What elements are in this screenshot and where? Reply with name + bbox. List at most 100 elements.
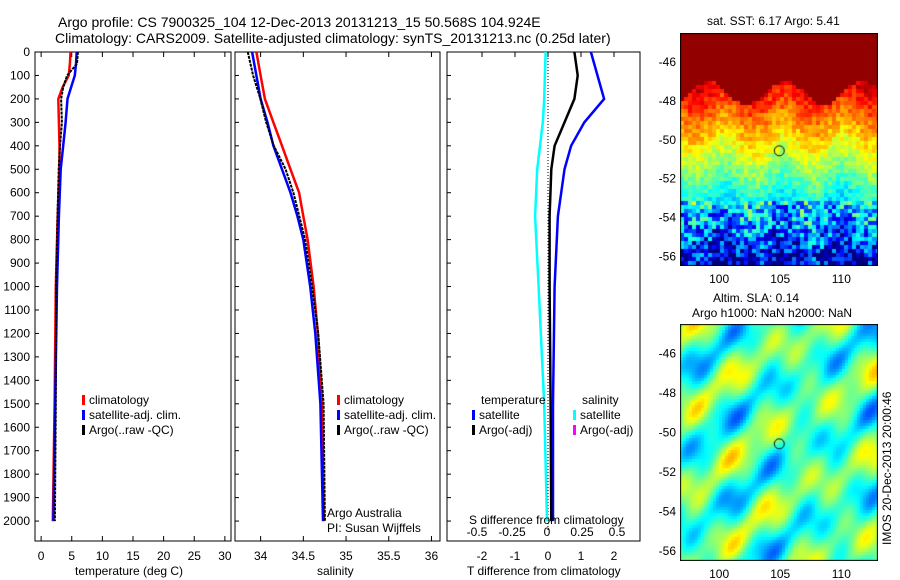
depth-tick-label: 200 — [10, 92, 30, 106]
legend-swatch-climatology — [82, 395, 85, 405]
map-lon-label: 105 — [770, 567, 790, 580]
sst-map-title: sat. SST: 6.17 Argo: 5.41 — [707, 14, 840, 28]
sst-map — [680, 33, 878, 266]
legend-swatch-s-argo — [573, 425, 576, 435]
legend-swatch-climatology — [337, 395, 340, 405]
legend-title: salinity — [582, 393, 619, 407]
depth-tick-label: 1400 — [3, 373, 30, 387]
x2-tick-label: 0.25 — [570, 525, 594, 539]
legend-label: Argo(..raw -QC) — [89, 423, 174, 437]
depth-tick-label: 1300 — [3, 350, 30, 364]
map-lon-label: 100 — [709, 567, 729, 580]
map-lon-label: 110 — [832, 272, 851, 286]
legend-swatch-satellite — [82, 410, 85, 420]
legend-label: satellite-adj. clim. — [344, 408, 437, 422]
depth-tick-label: 500 — [10, 162, 30, 176]
figure-title-line1: Argo profile: CS 7900325_104 12-Dec-2013… — [58, 14, 541, 30]
legend-title: temperature — [481, 393, 546, 407]
x-tick-label: 25 — [188, 549, 202, 563]
map-lat-label: -50 — [659, 426, 677, 440]
map-lat-label: -56 — [659, 544, 677, 558]
sla-map-title2: Argo h1000: NaN h2000: NaN — [692, 306, 853, 320]
x-tick-label: 2 — [611, 549, 618, 563]
map-lat-label: -46 — [659, 55, 677, 69]
legend-swatch-t-argo — [472, 425, 475, 435]
series-line-satellite-adj-clim- — [52, 51, 78, 522]
series-line-argo-raw-qc- — [246, 51, 326, 522]
map-lat-label: -48 — [659, 94, 677, 108]
plot-frame — [234, 51, 441, 542]
x-tick-label: 15 — [126, 549, 140, 563]
pi-annotation: Argo Australia PI: Susan Wijffels — [327, 506, 421, 536]
plot-frame — [446, 51, 641, 542]
depth-tick-label: 1100 — [4, 303, 30, 317]
x-tick-label: -2 — [477, 549, 488, 563]
map-lon-label: 100 — [709, 272, 729, 286]
x-tick-label: 35.5 — [377, 549, 401, 563]
legend-label: climatology — [89, 393, 150, 407]
x-tick-label: -1 — [510, 549, 521, 563]
legend-label: climatology — [344, 393, 405, 407]
x-tick-label: 10 — [96, 549, 110, 563]
map-lat-label: -48 — [659, 386, 677, 400]
legend-label: Argo(-adj) — [479, 423, 533, 437]
depth-tick-label: 400 — [10, 139, 30, 153]
depth-tick-label: 1500 — [3, 397, 30, 411]
salinity-legend: climatology satellite-adj. clim. Argo(..… — [337, 393, 436, 438]
depth-tick-label: 700 — [10, 209, 30, 223]
figure-title-line2: Climatology: CARS2009. Satellite-adjuste… — [55, 30, 611, 46]
legend-swatch-s-satellite — [573, 410, 576, 420]
map-lat-label: -52 — [659, 465, 677, 479]
annotation-pi: PI: Susan Wijffels — [327, 521, 421, 535]
sdiff-xlabel: S difference from climatology — [469, 513, 624, 527]
sla-map — [680, 324, 878, 561]
map-lat-label: -52 — [659, 172, 677, 186]
legend-swatch-argo — [82, 425, 85, 435]
x2-tick-label: 0 — [544, 525, 551, 539]
series-line-argo-raw-qc- — [53, 51, 79, 522]
map-lon-label: 110 — [832, 567, 851, 580]
legend-label: satellite — [479, 408, 520, 422]
depth-tick-label: 0 — [23, 45, 30, 59]
depth-tick-label: 1800 — [3, 467, 30, 481]
depth-tick-label: 900 — [10, 256, 30, 270]
depth-tick-label: 1000 — [3, 280, 30, 294]
series-line-t-satellite — [551, 51, 606, 522]
depth-tick-label: 1200 — [3, 326, 30, 340]
map-lat-label: -46 — [659, 347, 677, 361]
legend-label: Argo(-adj) — [580, 423, 634, 437]
series-line-climatology — [255, 51, 326, 522]
temperature-legend: climatology satellite-adj. clim. Argo(..… — [82, 393, 181, 438]
legend-swatch-argo — [337, 425, 340, 435]
legend-label: satellite-adj. clim. — [89, 408, 182, 422]
x2-tick-label: 0.5 — [609, 525, 626, 539]
depth-tick-label: 600 — [10, 186, 30, 200]
imos-timestamp: IMOS 20-Dec-2013 20:00:46 — [880, 391, 894, 545]
x-tick-label: 5 — [68, 549, 75, 563]
tdiff-xlabel: T difference from climatology — [467, 564, 621, 578]
x-tick-label: 0 — [545, 549, 552, 563]
map-lat-label: -54 — [659, 505, 677, 519]
depth-tick-label: 100 — [10, 68, 30, 82]
sla-map-title1: Altim. SLA: 0.14 — [713, 291, 800, 305]
legend-label: satellite — [580, 408, 621, 422]
map-lat-label: -54 — [659, 210, 677, 224]
x-tick-label: 34 — [254, 549, 268, 563]
legend-swatch-satellite — [337, 410, 340, 420]
map-lon-label: 105 — [770, 272, 790, 286]
x-tick-label: 36 — [425, 549, 439, 563]
depth-tick-label: 800 — [10, 233, 30, 247]
x-tick-label: 34.5 — [292, 549, 316, 563]
x-tick-label: 20 — [157, 549, 171, 563]
annotation-institution: Argo Australia — [327, 506, 402, 520]
temperature-xlabel: temperature (deg C) — [75, 564, 184, 578]
x2-tick-label: -0.5 — [467, 525, 488, 539]
legend-swatch-t-satellite — [472, 410, 475, 420]
x-tick-label: 0 — [38, 549, 45, 563]
x2-tick-label: -0.25 — [498, 525, 526, 539]
map-lat-label: -50 — [659, 133, 677, 147]
diff-legend-temperature: temperature satellite Argo(-adj) — [472, 393, 546, 438]
salinity-xlabel: salinity — [317, 564, 354, 578]
